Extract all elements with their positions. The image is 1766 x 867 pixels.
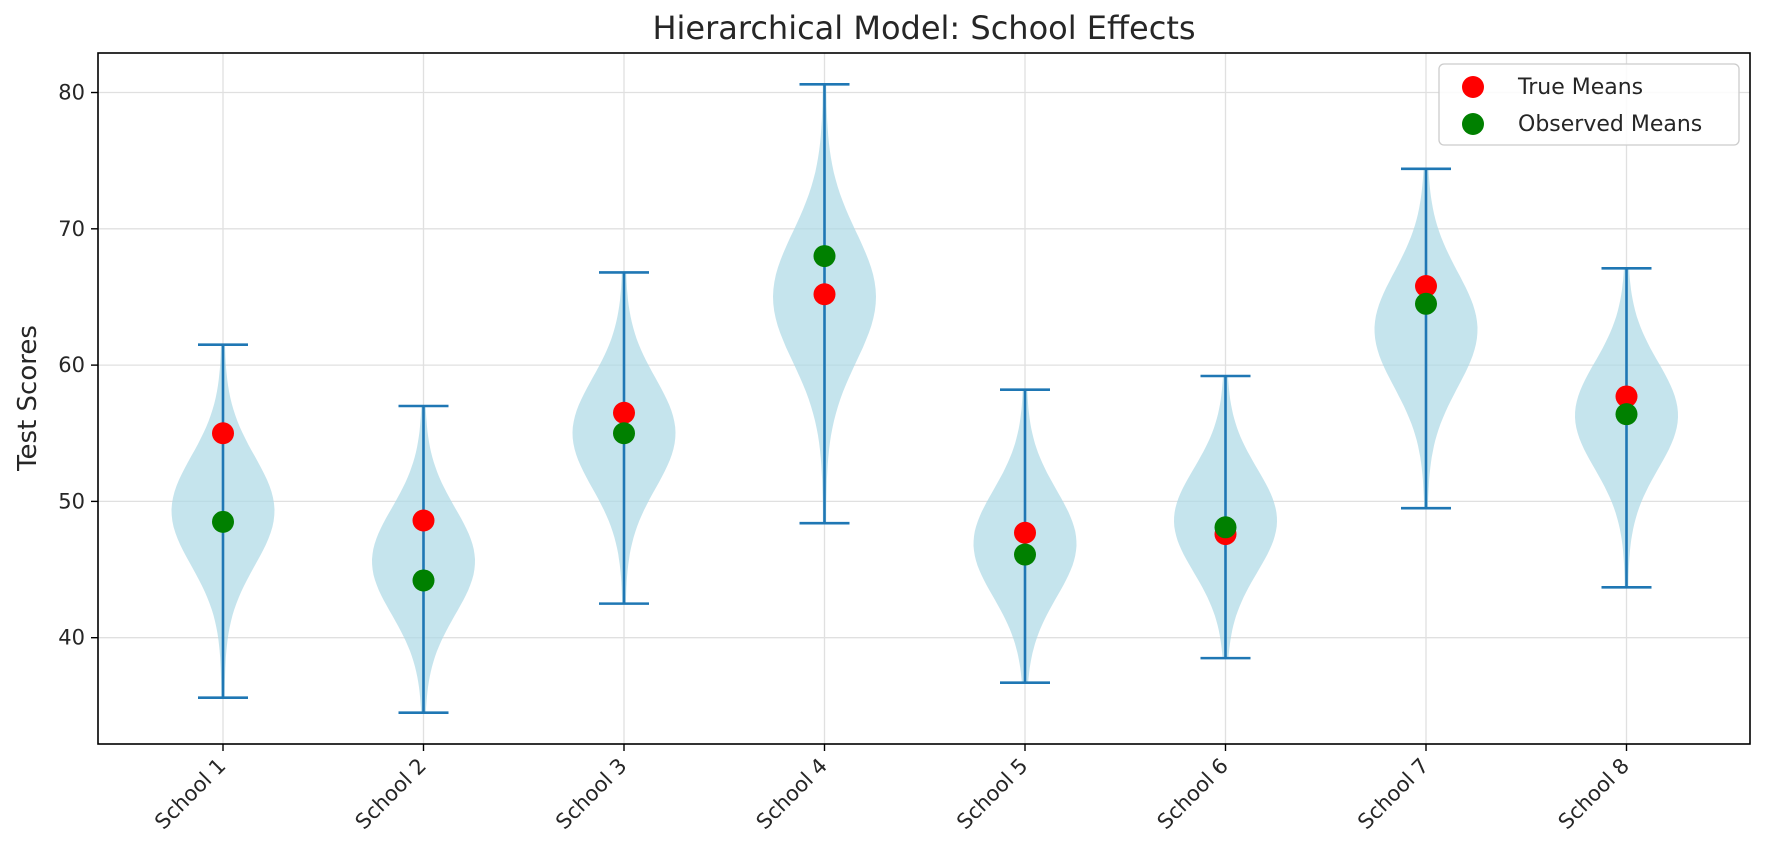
point-true-means	[1615, 385, 1638, 408]
legend-box	[1438, 63, 1740, 146]
point-true-means	[613, 401, 635, 424]
point-true-means	[813, 283, 836, 306]
legend-marker-true-means	[1462, 76, 1484, 98]
point-true-means	[412, 509, 435, 532]
x-tick-label: School 5	[952, 754, 1032, 834]
point-observed-means	[1415, 292, 1437, 315]
x-tick-label: School 6	[1153, 754, 1233, 834]
y-tick-label: 80	[58, 81, 85, 105]
x-tick-label: School 3	[551, 754, 631, 834]
legend-label-observed-means: Observed Means	[1518, 112, 1702, 137]
y-axis: 40 50 60 70 80	[58, 81, 98, 650]
point-true-means	[1415, 275, 1437, 298]
legend-label-true-means: True Means	[1517, 75, 1643, 100]
legend: True Means Observed Means	[1438, 63, 1740, 146]
chart-title: Hierarchical Model: School Effects	[652, 9, 1195, 47]
x-tick-label: School 7	[1353, 754, 1433, 834]
point-observed-means	[613, 422, 635, 445]
point-true-means	[212, 422, 234, 445]
point-observed-means	[212, 510, 234, 533]
point-observed-means	[1214, 516, 1237, 539]
x-axis: School 1 School 2 School 3 School 4 School 5…	[150, 744, 1634, 834]
y-tick-label: 70	[58, 217, 85, 241]
y-tick-label: 60	[58, 353, 85, 377]
point-observed-means	[1615, 403, 1638, 426]
grid-lines	[98, 53, 1750, 744]
plot-area-frame	[97, 52, 1751, 745]
x-tick-label: School 1	[150, 754, 230, 834]
x-tick-label: School 4	[752, 754, 832, 834]
legend-marker-observed-means	[1462, 113, 1484, 135]
point-observed-means	[412, 569, 435, 592]
mean-points	[212, 245, 1638, 592]
point-true-means	[1014, 521, 1036, 544]
violins	[171, 84, 1678, 713]
y-tick-label: 40	[58, 626, 85, 650]
violin-ranges	[198, 83, 1652, 714]
x-tick-label: School 2	[351, 754, 431, 834]
x-tick-label: School 8	[1554, 754, 1634, 834]
point-observed-means	[813, 245, 836, 268]
point-observed-means	[1014, 543, 1036, 566]
y-tick-label: 50	[58, 489, 85, 513]
y-axis-label: Test Scores	[13, 325, 43, 472]
